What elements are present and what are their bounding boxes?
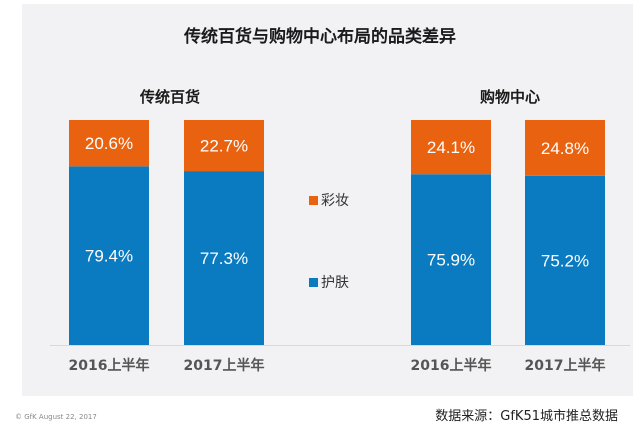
- bar-makeup: [525, 120, 605, 176]
- data-source-text: 数据来源：GfK51城市推总数据: [435, 409, 618, 424]
- category-label: 2016上半年: [410, 358, 492, 374]
- copyright-text: © GfK August 22, 2017: [15, 413, 97, 421]
- legend-item-skincare: 护肤: [309, 272, 349, 292]
- data-label-skincare: 79.4%: [85, 247, 133, 266]
- legend-label-makeup: 彩妆: [321, 193, 349, 209]
- chart-title: 传统百货与购物中心布局的品类差异: [184, 27, 456, 47]
- data-label-skincare: 77.3%: [200, 249, 248, 268]
- category-label: 2017上半年: [524, 358, 606, 374]
- data-label-makeup: 20.6%: [85, 134, 133, 153]
- bar-makeup: [69, 120, 149, 167]
- bar-skincare: [525, 175, 605, 345]
- legend-label-skincare: 护肤: [321, 275, 349, 291]
- legend-swatch-skincare: [309, 277, 318, 287]
- category-label: 2016上半年: [68, 358, 150, 374]
- bar-skincare: [69, 166, 149, 345]
- category-label: 2017上半年: [183, 358, 265, 374]
- bar-makeup: [411, 120, 491, 175]
- data-label-makeup: 24.1%: [427, 138, 475, 157]
- bar-skincare: [411, 174, 491, 345]
- data-label-skincare: 75.9%: [427, 251, 475, 270]
- group-label-shopping-mall: 购物中心: [479, 88, 540, 106]
- data-label-makeup: 24.8%: [541, 139, 589, 158]
- legend-item-makeup: 彩妆: [309, 190, 349, 210]
- data-label-skincare: 75.2%: [541, 251, 589, 270]
- legend-swatch-makeup: [309, 195, 318, 205]
- group-label-department-store: 传统百货: [139, 88, 200, 106]
- bar-skincare: [184, 171, 264, 345]
- bar-makeup: [184, 120, 264, 172]
- data-label-makeup: 22.7%: [200, 137, 248, 156]
